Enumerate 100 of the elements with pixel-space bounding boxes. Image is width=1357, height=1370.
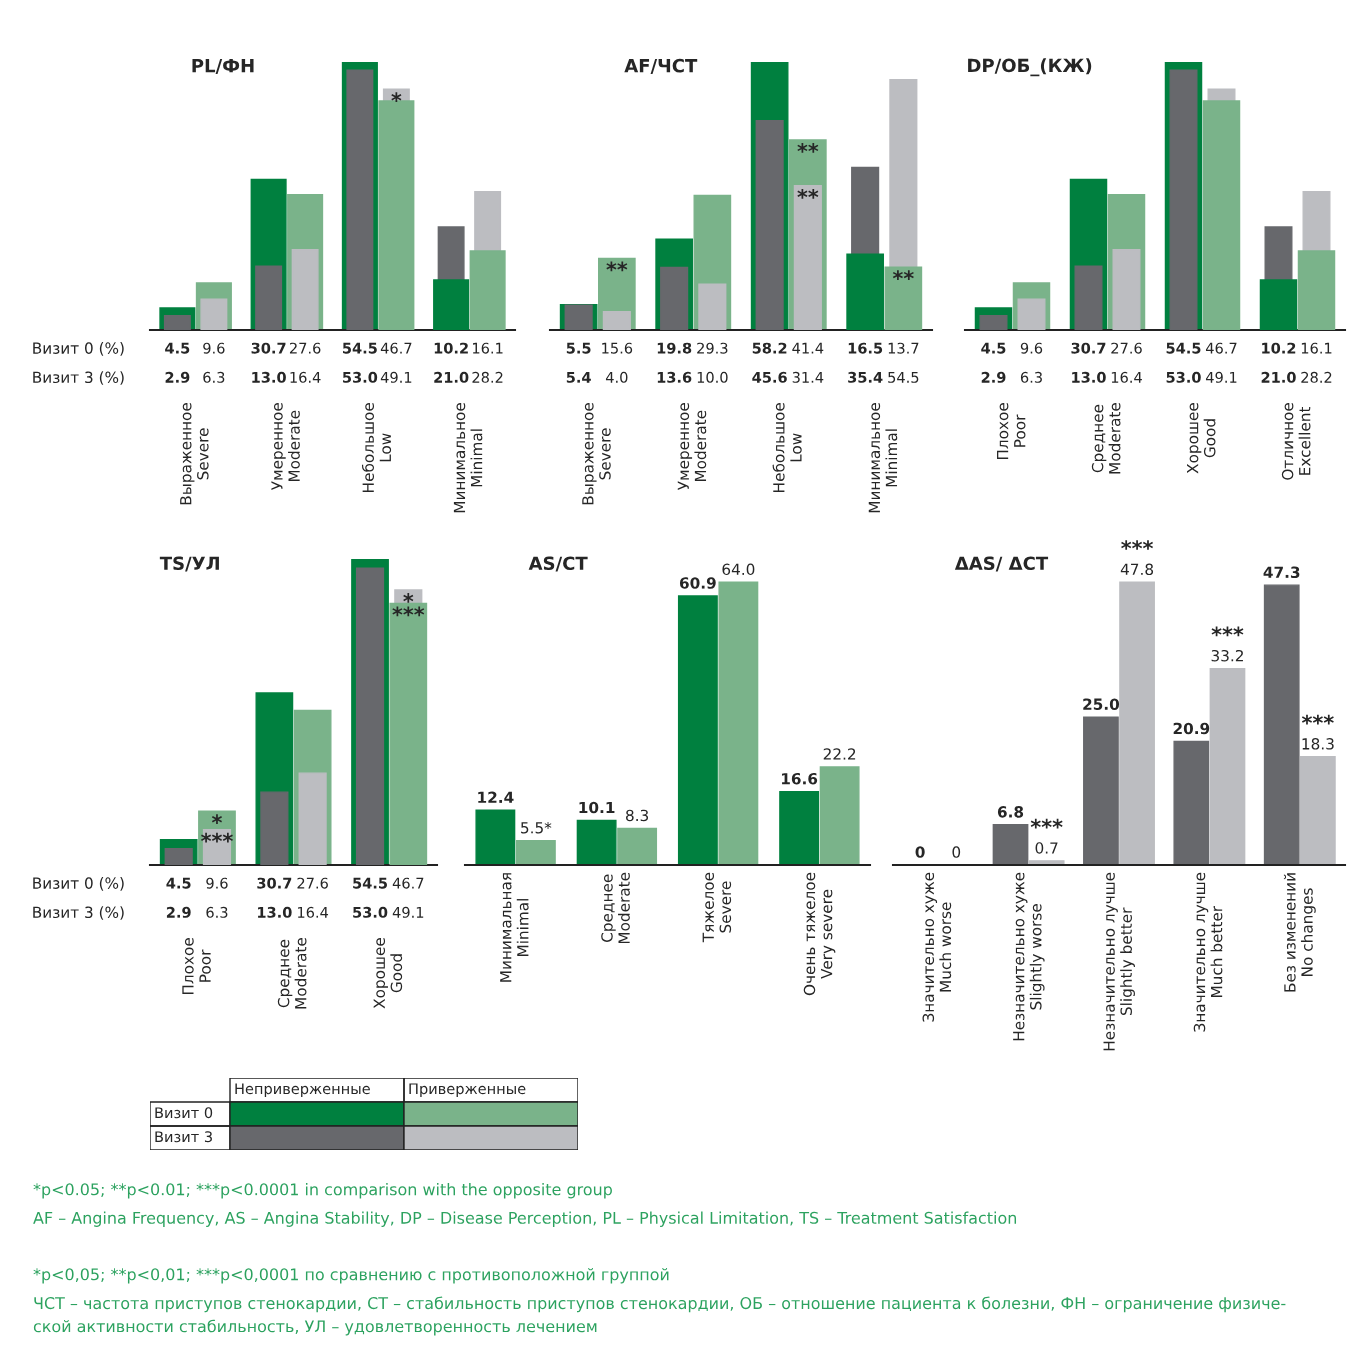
data-label: 49.1	[1205, 371, 1237, 383]
data-label: 53.0	[1166, 371, 1201, 383]
data-label: 4.5	[981, 342, 1006, 354]
data-label: 13.6	[657, 371, 692, 383]
bar	[378, 100, 415, 330]
data-label: 27.6	[1111, 342, 1142, 354]
text: ЧСТ – частота приступов стенокардии, СТ – стабильность приступов стенокардии, ОБ – отношение пациента к болезни, ФН – ограничение физиче- ской активности стабильность, УЛ – удовлетворенность лечением	[33, 1296, 1286, 1336]
data-label: 12.4	[478, 791, 514, 803]
annotation: *	[391, 92, 402, 103]
bar	[755, 119, 784, 330]
x-tick-label: Минимальное Minimal	[453, 403, 483, 513]
data-label: 6.8	[997, 806, 1024, 818]
data-label: 30.7	[257, 877, 292, 889]
data-label: 49.1	[392, 906, 424, 918]
bar	[819, 766, 860, 865]
text: Визит 0 (%)	[33, 877, 124, 891]
bar	[576, 819, 617, 865]
x-tick-label: Отличное Excellent	[1281, 403, 1311, 480]
bar	[1263, 584, 1300, 865]
data-label: 53.0	[343, 371, 378, 383]
x-tick-label: Хорошее Good	[1187, 403, 1216, 474]
data-label: 30.7	[1071, 342, 1106, 354]
chart-title: TS/УЛ	[159, 556, 219, 572]
bar	[515, 840, 556, 865]
chart-title: PL/ФН	[192, 59, 254, 74]
data-label: 2.9	[165, 371, 190, 383]
data-label: 16.1	[472, 342, 503, 354]
x-tick-label: Очень тяжелое Very severe	[803, 872, 836, 996]
bar	[660, 266, 689, 330]
bar	[1119, 581, 1155, 865]
data-label: 49.1	[380, 371, 412, 383]
data-label: 9.6	[1020, 342, 1043, 354]
bar	[1017, 298, 1046, 330]
category-label: Неприверженные	[235, 1083, 370, 1098]
data-label: 13.0	[252, 371, 286, 383]
data-label: 5.4	[566, 372, 591, 383]
data-label: 2.9	[981, 371, 1006, 383]
data-label: 54.5	[343, 342, 377, 354]
x-tick-label: Без изменений No changes	[1283, 873, 1316, 992]
data-label: 13.0	[258, 906, 292, 918]
bar	[1112, 248, 1141, 330]
annotation: ***	[1030, 818, 1063, 829]
data-label: 21.0	[434, 371, 469, 383]
annotation: ***	[392, 606, 425, 617]
bar	[298, 772, 327, 865]
x-tick-label: Минимальная Minimal	[500, 873, 529, 982]
bar	[433, 279, 470, 330]
data-label: 9.6	[203, 342, 225, 354]
x-tick-label: Незначительно хуже Slightly worse	[1013, 872, 1045, 1041]
data-label: 5.5*	[521, 822, 552, 834]
data-label: 47.8	[1120, 563, 1154, 576]
x-tick-label: Хорошее Good	[373, 938, 403, 1009]
annotation: **	[797, 188, 819, 199]
data-label: 6.3	[1020, 371, 1042, 383]
annotation: **	[892, 270, 914, 280]
data-label: 45.6	[752, 371, 787, 383]
bar	[1074, 265, 1103, 330]
data-label: 27.6	[297, 877, 328, 889]
data-label: 6.3	[203, 371, 225, 383]
x-tick-label: Значительно хуже Much worse	[922, 872, 952, 1022]
data-label: 16.4	[298, 906, 329, 918]
x-tick-label: Среднее Moderate	[1091, 403, 1121, 474]
text: Визит 3 (%)	[33, 906, 124, 920]
data-label: 19.8	[657, 342, 692, 354]
x-tick-label: Незначительно лучше Slightly better	[1103, 872, 1135, 1051]
text: *p<0,05; **p<0,01; ***p<0,0001 по сравнению с противоположной группой	[33, 1268, 669, 1284]
data-label: 20.9	[1173, 722, 1210, 735]
annotation: ***	[1301, 714, 1334, 725]
data-label: 18.3	[1302, 738, 1334, 750]
data-label: 10.2	[1262, 342, 1296, 354]
bar	[1173, 740, 1210, 865]
data-label: 33.2	[1211, 649, 1243, 662]
x-tick-label: Умеренное Moderate	[271, 403, 300, 491]
bar	[1083, 716, 1119, 865]
data-label: 31.4	[792, 371, 824, 383]
bar	[255, 265, 283, 330]
x-tick-label: Небольшое Low	[361, 403, 392, 492]
data-label: 8.3	[626, 809, 649, 822]
x-tick-label: Значительно лучше Much better	[1193, 872, 1223, 1032]
data-label: 22.2	[823, 748, 856, 760]
annotation: **	[606, 261, 628, 272]
data-label: 35.4	[848, 371, 883, 383]
data-label: 16.1	[1301, 342, 1332, 354]
bar	[698, 283, 727, 330]
x-tick-label: Среднее Moderate	[277, 938, 307, 1009]
x-tick-label: Плохое Poor	[997, 403, 1026, 460]
data-label: 0	[952, 846, 961, 858]
data-label: 0.7	[1035, 842, 1058, 854]
annotation: *	[211, 814, 222, 825]
text: Визит 0 (%)	[33, 342, 124, 356]
data-label: 54.5	[888, 372, 919, 383]
bar	[389, 602, 428, 865]
data-label: 27.6	[289, 342, 321, 354]
data-label: 4.0	[605, 371, 628, 383]
annotation: **	[797, 143, 819, 153]
x-tick-label: Выраженное Severe	[582, 403, 611, 505]
bar	[291, 248, 319, 330]
data-label: 10.1	[579, 801, 615, 814]
data-label: 4.5	[166, 877, 191, 889]
chart-title: ΔAS/ ΔСТ	[954, 556, 1049, 572]
